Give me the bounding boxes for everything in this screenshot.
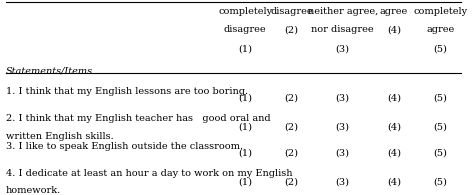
Text: (4): (4)	[387, 25, 401, 34]
Text: (4): (4)	[387, 123, 401, 132]
Text: (2): (2)	[284, 25, 299, 34]
Text: (3): (3)	[336, 178, 350, 187]
Text: (1): (1)	[238, 44, 252, 53]
Text: (5): (5)	[433, 178, 447, 187]
Text: neither agree,: neither agree,	[308, 6, 378, 16]
Text: (3): (3)	[336, 94, 350, 103]
Text: (5): (5)	[433, 123, 447, 132]
Text: (1): (1)	[238, 94, 252, 103]
Text: (4): (4)	[387, 149, 401, 158]
Text: (2): (2)	[284, 178, 299, 187]
Text: (4): (4)	[387, 94, 401, 103]
Text: completely: completely	[218, 6, 272, 16]
Text: nor disagree: nor disagree	[311, 25, 374, 34]
Text: (1): (1)	[238, 123, 252, 132]
Text: (4): (4)	[387, 178, 401, 187]
Text: homework.: homework.	[6, 186, 61, 195]
Text: agree: agree	[426, 25, 455, 34]
Text: (5): (5)	[433, 44, 447, 53]
Text: 1. I think that my English lessons are too boring.: 1. I think that my English lessons are t…	[6, 87, 248, 96]
Text: (1): (1)	[238, 178, 252, 187]
Text: 2. I think that my English teacher has   good oral and: 2. I think that my English teacher has g…	[6, 114, 271, 123]
Text: agree: agree	[380, 6, 408, 16]
Text: (5): (5)	[433, 149, 447, 158]
Text: disagree: disagree	[224, 25, 266, 34]
Text: (2): (2)	[284, 123, 299, 132]
Text: (3): (3)	[336, 123, 350, 132]
Text: 4. I dedicate at least an hour a day to work on my English: 4. I dedicate at least an hour a day to …	[6, 169, 292, 178]
Text: (3): (3)	[336, 149, 350, 158]
Text: (5): (5)	[433, 94, 447, 103]
Text: (3): (3)	[336, 44, 350, 53]
Text: (1): (1)	[238, 149, 252, 158]
Text: disagree: disagree	[270, 6, 313, 16]
Text: 3. I like to speak English outside the classroom.: 3. I like to speak English outside the c…	[6, 142, 243, 151]
Text: completely: completely	[413, 6, 467, 16]
Text: (2): (2)	[284, 94, 299, 103]
Text: Statements/Items: Statements/Items	[6, 66, 93, 75]
Text: written English skills.: written English skills.	[6, 131, 114, 141]
Text: (2): (2)	[284, 149, 299, 158]
